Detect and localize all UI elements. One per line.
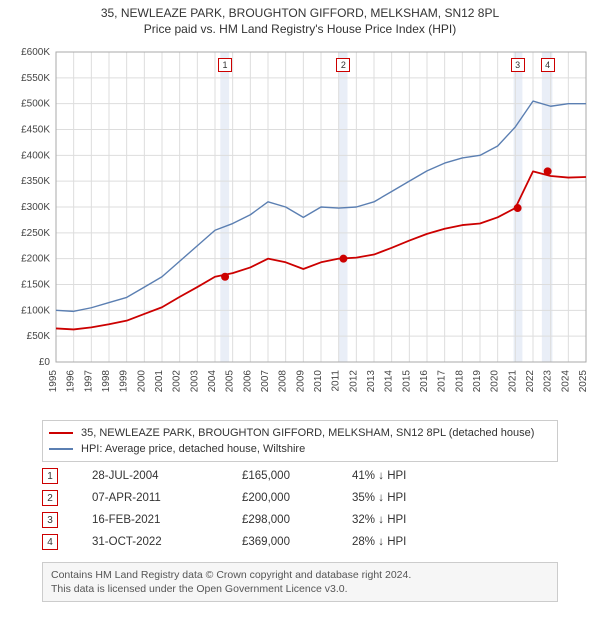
chart-area: £0 £50K £100K £150K £200K £250K £300K £350K £400… (0, 42, 600, 412)
svg-text:£50K: £50K (27, 331, 51, 342)
svg-text:2003: 2003 (189, 370, 200, 393)
svg-text:1997: 1997 (83, 370, 94, 393)
sale-delta: 41% ↓ HPI (352, 470, 472, 482)
svg-text:2015: 2015 (401, 370, 412, 393)
delta-pct: 41% (352, 470, 375, 482)
svg-text:1996: 1996 (66, 370, 77, 393)
delta-suffix: HPI (387, 470, 406, 482)
sale-date: 28-JUL-2004 (92, 470, 242, 482)
title-main: 35, NEWLEAZE PARK, BROUGHTON GIFFORD, ME… (0, 6, 600, 20)
table-row: 2 07-APR-2011 £200,000 35% ↓ HPI (42, 487, 558, 509)
attribution-footer: Contains HM Land Registry data © Crown c… (42, 562, 558, 602)
chart-marker-box: 4 (541, 58, 555, 72)
sale-index-box: 2 (42, 490, 58, 506)
svg-text:£500K: £500K (21, 99, 50, 110)
sale-price: £298,000 (242, 514, 352, 526)
svg-text:2005: 2005 (225, 370, 236, 393)
svg-text:£300K: £300K (21, 202, 50, 213)
svg-text:1999: 1999 (119, 370, 130, 393)
svg-text:2002: 2002 (172, 370, 183, 393)
footer-line: Contains HM Land Registry data © Crown c… (51, 568, 549, 582)
legend-row: HPI: Average price, detached house, Wilt… (49, 441, 551, 457)
title-block: 35, NEWLEAZE PARK, BROUGHTON GIFFORD, ME… (0, 0, 600, 36)
svg-text:2020: 2020 (490, 370, 501, 393)
delta-suffix: HPI (387, 514, 406, 526)
svg-text:2025: 2025 (578, 370, 589, 393)
legend-label: 35, NEWLEAZE PARK, BROUGHTON GIFFORD, ME… (81, 427, 534, 439)
svg-text:1998: 1998 (101, 370, 112, 393)
svg-text:£250K: £250K (21, 228, 50, 239)
sale-index-box: 3 (42, 512, 58, 528)
svg-text:2021: 2021 (507, 370, 518, 393)
sales-table: 1 28-JUL-2004 £165,000 41% ↓ HPI 2 07-AP… (42, 465, 558, 553)
svg-text:£550K: £550K (21, 73, 50, 84)
chart-svg: £0 £50K £100K £150K £200K £250K £300K £350K £400… (0, 42, 600, 412)
svg-text:£400K: £400K (21, 150, 50, 161)
delta-suffix: HPI (387, 536, 406, 548)
sale-date: 16-FEB-2021 (92, 514, 242, 526)
sale-price: £369,000 (242, 536, 352, 548)
footer-line: This data is licensed under the Open Gov… (51, 582, 549, 596)
figure-root: 35, NEWLEAZE PARK, BROUGHTON GIFFORD, ME… (0, 0, 600, 620)
svg-text:2013: 2013 (366, 370, 377, 393)
svg-text:2024: 2024 (560, 370, 571, 393)
sale-price: £200,000 (242, 492, 352, 504)
svg-text:£350K: £350K (21, 176, 50, 187)
svg-text:2012: 2012 (348, 370, 359, 393)
sale-delta: 32% ↓ HPI (352, 514, 472, 526)
chart-marker-box: 3 (511, 58, 525, 72)
svg-text:2001: 2001 (154, 370, 165, 393)
delta-suffix: HPI (387, 492, 406, 504)
sale-date: 31-OCT-2022 (92, 536, 242, 548)
arrow-down-icon: ↓ (378, 470, 384, 482)
svg-text:£450K: £450K (21, 125, 50, 136)
svg-text:2023: 2023 (543, 370, 554, 393)
svg-text:£600K: £600K (21, 47, 50, 58)
table-row: 1 28-JUL-2004 £165,000 41% ↓ HPI (42, 465, 558, 487)
table-row: 4 31-OCT-2022 £369,000 28% ↓ HPI (42, 531, 558, 553)
svg-text:2018: 2018 (454, 370, 465, 393)
chart-marker-box: 1 (218, 58, 232, 72)
delta-pct: 35% (352, 492, 375, 504)
svg-text:2006: 2006 (242, 370, 253, 393)
sale-price: £165,000 (242, 470, 352, 482)
legend-label: HPI: Average price, detached house, Wilt… (81, 443, 305, 455)
svg-text:2000: 2000 (136, 370, 147, 393)
svg-text:2004: 2004 (207, 370, 218, 393)
svg-text:2019: 2019 (472, 370, 483, 393)
sale-date: 07-APR-2011 (92, 492, 242, 504)
svg-text:2008: 2008 (278, 370, 289, 393)
svg-text:£100K: £100K (21, 305, 50, 316)
table-row: 3 16-FEB-2021 £298,000 32% ↓ HPI (42, 509, 558, 531)
svg-text:2016: 2016 (419, 370, 430, 393)
delta-pct: 32% (352, 514, 375, 526)
title-sub: Price paid vs. HM Land Registry's House … (0, 22, 600, 36)
sale-delta: 28% ↓ HPI (352, 536, 472, 548)
svg-text:2014: 2014 (384, 370, 395, 393)
arrow-down-icon: ↓ (378, 492, 384, 504)
svg-text:2022: 2022 (525, 370, 536, 393)
svg-text:£0: £0 (39, 357, 51, 368)
svg-text:£200K: £200K (21, 254, 50, 265)
legend: 35, NEWLEAZE PARK, BROUGHTON GIFFORD, ME… (42, 420, 558, 462)
svg-text:1995: 1995 (48, 370, 59, 393)
svg-text:2017: 2017 (437, 370, 448, 393)
sale-index-box: 4 (42, 534, 58, 550)
svg-text:2010: 2010 (313, 370, 324, 393)
svg-text:2009: 2009 (295, 370, 306, 393)
sale-delta: 35% ↓ HPI (352, 492, 472, 504)
svg-text:£150K: £150K (21, 280, 50, 291)
legend-swatch-icon (49, 432, 73, 434)
sale-index-box: 1 (42, 468, 58, 484)
svg-text:2007: 2007 (260, 370, 271, 393)
chart-marker-box: 2 (336, 58, 350, 72)
legend-row: 35, NEWLEAZE PARK, BROUGHTON GIFFORD, ME… (49, 425, 551, 441)
legend-swatch-icon (49, 448, 73, 450)
arrow-down-icon: ↓ (378, 514, 384, 526)
arrow-down-icon: ↓ (378, 536, 384, 548)
svg-text:2011: 2011 (331, 370, 342, 392)
delta-pct: 28% (352, 536, 375, 548)
